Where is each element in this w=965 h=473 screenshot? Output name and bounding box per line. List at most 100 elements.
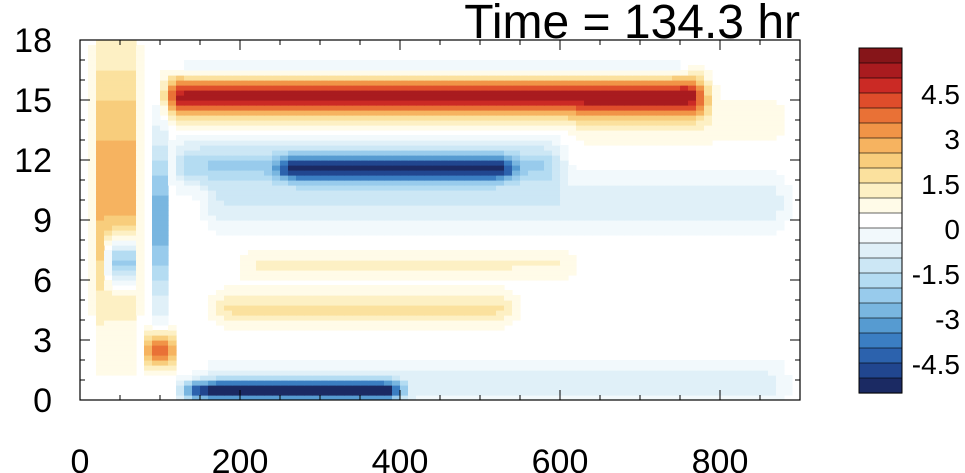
heatmap-cell xyxy=(336,360,345,366)
heatmap-cell xyxy=(344,160,353,166)
heatmap-cell xyxy=(568,110,577,116)
heatmap-cell xyxy=(328,315,337,321)
heatmap-cell xyxy=(456,135,465,141)
heatmap-cell xyxy=(296,265,305,271)
heatmap-cell xyxy=(376,215,385,221)
heatmap-cell xyxy=(528,260,537,266)
heatmap-cell xyxy=(632,200,641,206)
heatmap-cell xyxy=(752,175,761,181)
heatmap-cell xyxy=(288,395,297,400)
heatmap-cell xyxy=(304,275,313,281)
heatmap-cell xyxy=(528,165,537,171)
heatmap-cell xyxy=(144,325,153,331)
heatmap-cell xyxy=(696,80,705,86)
heatmap-cell xyxy=(416,310,425,316)
heatmap-cell xyxy=(392,390,401,396)
heatmap-cell xyxy=(240,210,249,216)
heatmap-cell xyxy=(216,70,225,76)
heatmap-cell xyxy=(344,195,353,201)
heatmap-cell xyxy=(608,210,617,216)
heatmap-cell xyxy=(696,90,705,96)
heatmap-cell xyxy=(736,360,745,366)
heatmap-cell xyxy=(136,60,145,66)
heatmap-cell xyxy=(160,255,169,261)
heatmap-cell xyxy=(400,375,409,381)
heatmap-cell xyxy=(360,265,369,271)
heatmap-cell xyxy=(560,265,569,271)
heatmap-cell xyxy=(640,95,649,101)
heatmap-cell xyxy=(760,225,769,231)
heatmap-cell xyxy=(216,80,225,86)
heatmap-cell xyxy=(184,75,193,81)
heatmap-cell xyxy=(264,90,273,96)
heatmap-cell xyxy=(464,115,473,121)
heatmap-cell xyxy=(232,155,241,161)
heatmap-cell xyxy=(368,225,377,231)
heatmap-cell xyxy=(424,315,433,321)
heatmap-cell xyxy=(224,125,233,131)
heatmap-cell xyxy=(296,260,305,266)
heatmap-cell xyxy=(648,125,657,131)
heatmap-cell xyxy=(576,105,585,111)
heatmap-cell xyxy=(432,60,441,66)
heatmap-cell xyxy=(664,225,673,231)
heatmap-cell xyxy=(384,300,393,306)
heatmap-cell xyxy=(216,395,225,400)
heatmap-cell xyxy=(304,210,313,216)
heatmap-cell xyxy=(368,170,377,176)
heatmap-cell xyxy=(536,100,545,106)
heatmap-cell xyxy=(640,370,649,376)
heatmap-cell xyxy=(344,315,353,321)
heatmap-cell xyxy=(280,110,289,116)
heatmap-cell xyxy=(128,250,137,256)
heatmap-cell xyxy=(120,55,129,61)
heatmap-cell xyxy=(160,185,169,191)
heatmap-cell xyxy=(416,320,425,326)
heatmap-cell xyxy=(784,195,793,201)
heatmap-cell xyxy=(408,205,417,211)
heatmap-cell xyxy=(160,75,169,81)
heatmap-cell xyxy=(336,70,345,76)
heatmap-cell xyxy=(768,380,777,386)
heatmap-cell xyxy=(112,290,121,296)
heatmap-cell xyxy=(680,115,689,121)
heatmap-cell xyxy=(448,85,457,91)
heatmap-cell xyxy=(552,255,561,261)
heatmap-cell xyxy=(608,395,617,400)
heatmap-cell xyxy=(712,120,721,126)
heatmap-cell xyxy=(528,200,537,206)
heatmap-cell xyxy=(296,90,305,96)
heatmap-cell xyxy=(480,255,489,261)
heatmap-cell xyxy=(584,120,593,126)
heatmap-cell xyxy=(504,375,513,381)
heatmap-cell xyxy=(400,220,409,226)
heatmap-cell xyxy=(488,380,497,386)
heatmap-cell xyxy=(416,255,425,261)
heatmap-cell xyxy=(520,250,529,256)
heatmap-cell xyxy=(584,90,593,96)
heatmap-cell xyxy=(344,395,353,400)
heatmap-cell xyxy=(672,95,681,101)
heatmap-cell xyxy=(768,210,777,216)
heatmap-cell xyxy=(400,180,409,186)
heatmap-field xyxy=(88,40,793,400)
heatmap-cell xyxy=(248,305,257,311)
heatmap-cell xyxy=(248,110,257,116)
heatmap-cell xyxy=(440,265,449,271)
heatmap-cell xyxy=(552,80,561,86)
heatmap-cell xyxy=(128,130,137,136)
heatmap-cell xyxy=(416,135,425,141)
heatmap-cell xyxy=(672,375,681,381)
heatmap-cell xyxy=(384,85,393,91)
heatmap-cell xyxy=(488,360,497,366)
heatmap-cell xyxy=(376,255,385,261)
heatmap-cell xyxy=(616,105,625,111)
heatmap-cell xyxy=(424,270,433,276)
heatmap-cell xyxy=(136,50,145,56)
heatmap-cell xyxy=(456,165,465,171)
heatmap-cell xyxy=(472,165,481,171)
heatmap-cell xyxy=(472,190,481,196)
heatmap-cell xyxy=(496,100,505,106)
heatmap-cell xyxy=(608,215,617,221)
heatmap-cell xyxy=(592,110,601,116)
